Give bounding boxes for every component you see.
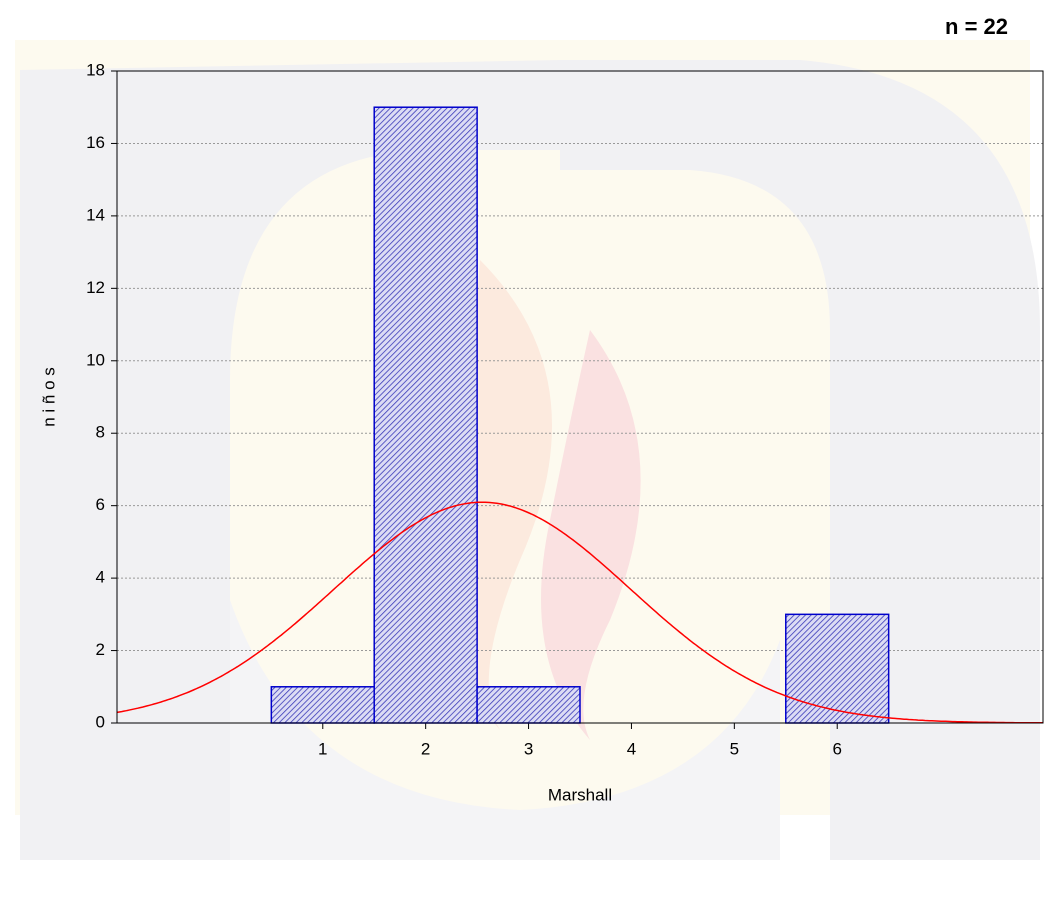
y-tick-label: 10 bbox=[86, 350, 105, 369]
bar bbox=[786, 614, 889, 723]
sample-size: n = 22 bbox=[945, 14, 1008, 39]
x-tick-label: 3 bbox=[524, 739, 533, 758]
y-tick-label: 6 bbox=[96, 495, 105, 514]
x-tick-label: 5 bbox=[730, 739, 739, 758]
watermark bbox=[15, 40, 1040, 860]
y-tick-label: 16 bbox=[86, 133, 105, 152]
y-tick-label: 8 bbox=[96, 423, 105, 442]
y-tick-label: 0 bbox=[96, 712, 105, 731]
x-tick-label: 1 bbox=[318, 739, 327, 758]
x-tick-label: 2 bbox=[421, 739, 430, 758]
chart: n = 22 Marshall n i ñ o s 02468101214161… bbox=[0, 0, 1050, 900]
y-tick-label: 2 bbox=[96, 640, 105, 659]
y-tick-label: 14 bbox=[86, 205, 105, 224]
bar bbox=[374, 107, 477, 723]
y-tick-label: 18 bbox=[86, 60, 105, 79]
bar bbox=[271, 687, 374, 723]
x-tick-label: 6 bbox=[832, 739, 841, 758]
x-axis-label: Marshall bbox=[548, 785, 612, 804]
y-axis-label: n i ñ o s bbox=[39, 367, 58, 427]
y-tick-label: 4 bbox=[96, 568, 105, 587]
bar bbox=[477, 687, 580, 723]
x-tick-label: 4 bbox=[627, 739, 636, 758]
y-tick-label: 12 bbox=[86, 278, 105, 297]
